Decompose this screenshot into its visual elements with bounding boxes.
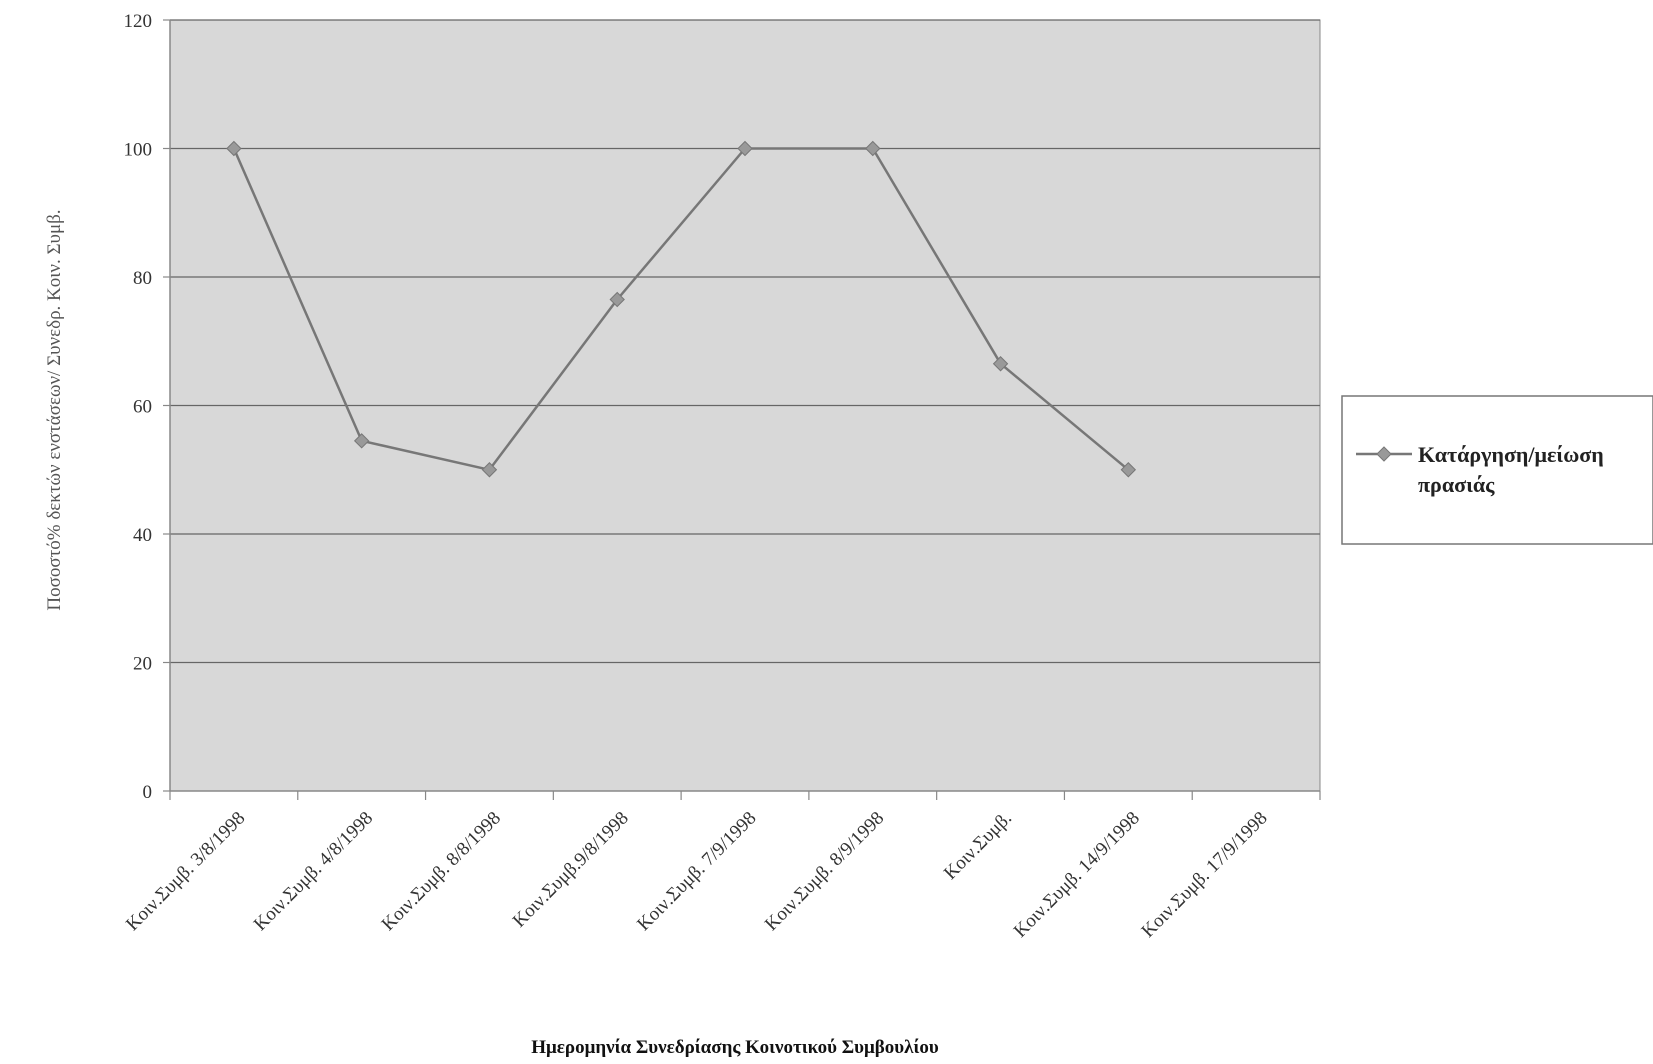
y-tick-label: 80: [133, 268, 152, 289]
data-point: [737, 140, 753, 157]
y-tick-label: 120: [124, 11, 153, 32]
legend: Κατάργηση/μείωση πρασιάς: [1341, 395, 1653, 545]
x-tick-label: Κοιν.Συμβ. 8/8/1998: [378, 808, 505, 935]
x-tick-label: Κοιν.Συμβ. 7/9/1998: [633, 808, 760, 935]
x-tick-labels: Κοιν.Συμβ. 3/8/1998 Κοιν.Συμβ. 4/8/1998 Κο…: [122, 808, 1272, 942]
series: [226, 140, 1137, 478]
legend-box: [1341, 395, 1653, 545]
y-tick-label: 0: [143, 782, 153, 803]
legend-marker-swatch: [1376, 446, 1392, 462]
legend-label: Κατάργηση/μείωση πρασιάς: [1418, 442, 1604, 497]
x-tick-label: Κοιν.Συμβ. 3/8/1998: [122, 808, 249, 935]
x-tick-label: Κοιν.Συμβ.: [940, 808, 1016, 884]
data-point: [992, 356, 1009, 372]
y-tick-label: 60: [133, 397, 152, 418]
x-tick-label: Κοιν.Συμβ. 17/9/1998: [1138, 808, 1272, 942]
y-tick-label: 100: [124, 140, 153, 161]
y-tick-labels: 0 20 40 60 80 100 120: [124, 11, 153, 803]
data-point: [865, 140, 881, 157]
y-axis-title: Ποσοστό% δεκτών ενστάσεων/ Συνεδρ. Κοιν.…: [44, 209, 65, 610]
series-line: [232, 147, 1130, 472]
x-tick-label: Κοιν.Συμβ. 4/8/1998: [250, 808, 377, 935]
x-tick-label: Κοιν.Συμβ. 8/9/1998: [761, 808, 888, 935]
x-tick-label: Κοιν.Συμβ. 14/9/1998: [1010, 808, 1144, 942]
x-axis-title: Ημερομηνία Συνεδρίασης Κοινοτικού Συμβου…: [531, 1037, 939, 1058]
axes: [163, 19, 1321, 800]
y-tick-label: 40: [133, 525, 152, 546]
data-point: [353, 433, 370, 449]
data-point: [226, 140, 242, 157]
data-point: [1120, 462, 1137, 478]
data-point: [609, 291, 625, 308]
y-tick-label: 20: [133, 654, 152, 675]
data-point: [481, 462, 498, 478]
x-tick-label: Κοιν.Συμβ.9/8/1998: [509, 808, 633, 932]
